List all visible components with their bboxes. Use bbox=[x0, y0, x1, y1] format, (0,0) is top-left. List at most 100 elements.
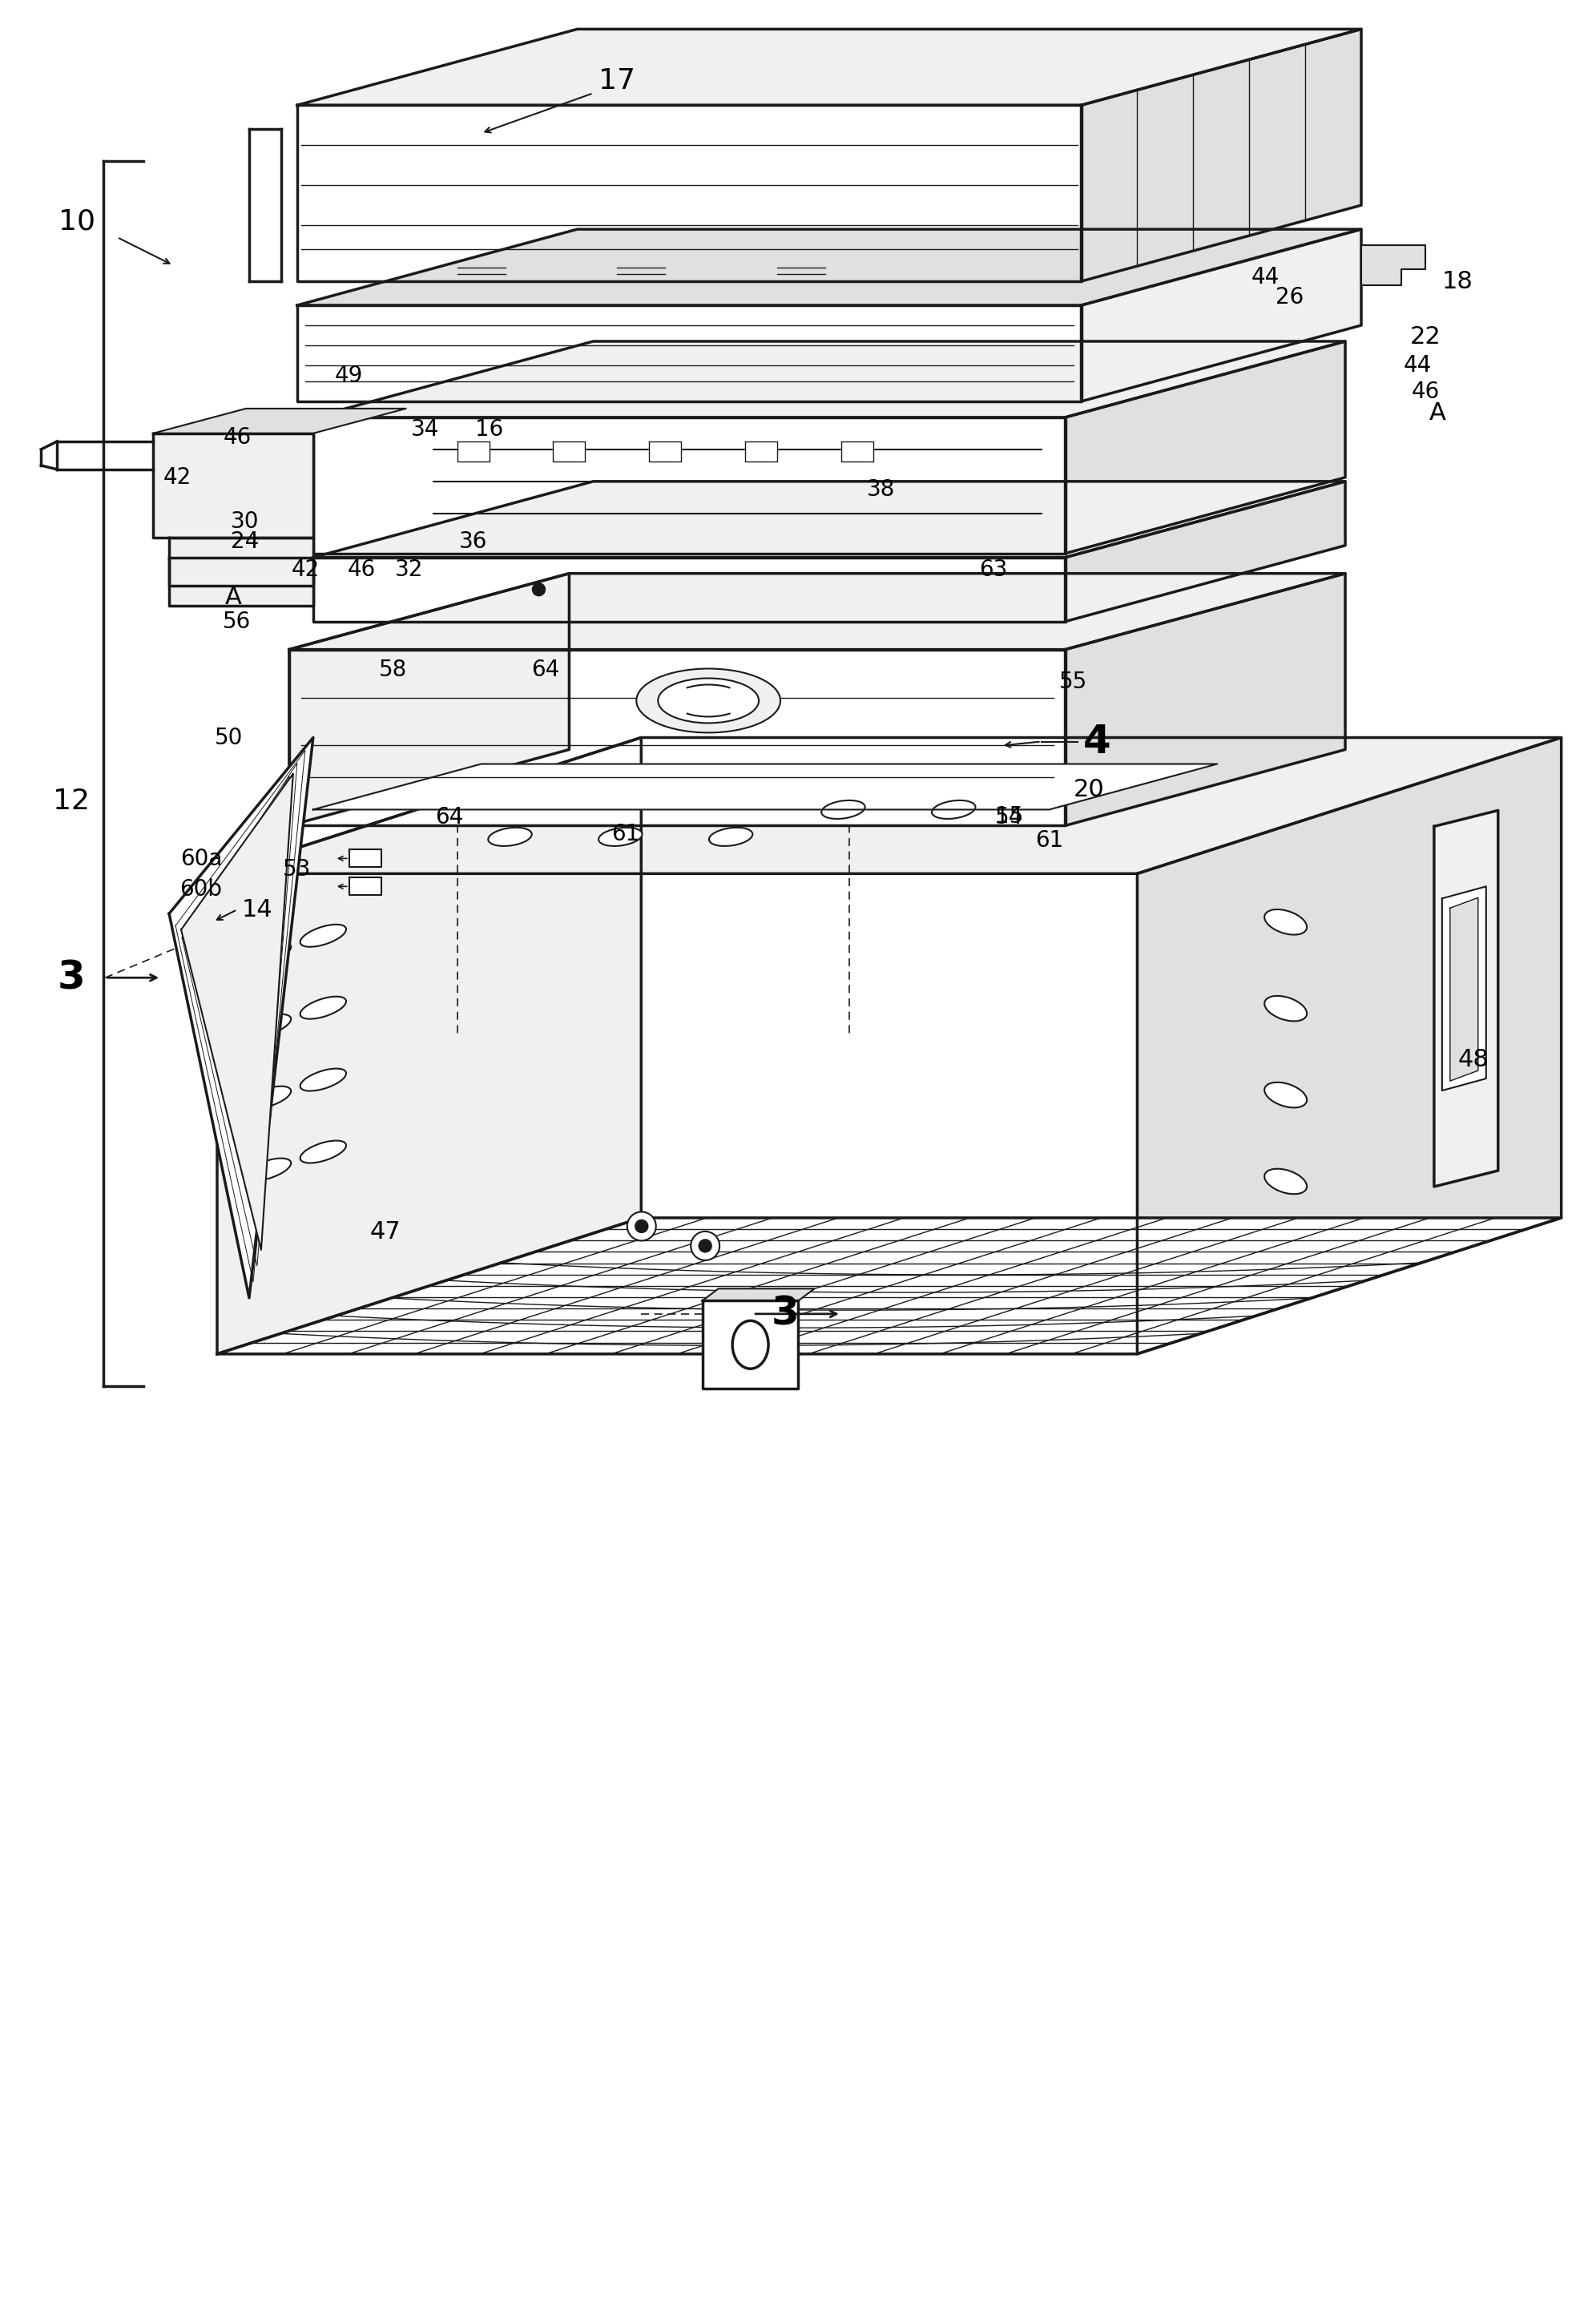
Text: 16: 16 bbox=[476, 417, 503, 440]
Text: 48: 48 bbox=[1457, 1048, 1489, 1071]
Polygon shape bbox=[297, 229, 1361, 306]
Polygon shape bbox=[313, 482, 1345, 556]
Text: 12: 12 bbox=[53, 788, 89, 816]
Polygon shape bbox=[313, 341, 1345, 417]
Text: 44: 44 bbox=[1251, 267, 1280, 287]
Text: 34: 34 bbox=[412, 417, 439, 440]
Text: 60a: 60a bbox=[180, 848, 222, 872]
Text: 55: 55 bbox=[1060, 670, 1087, 693]
Text: 63: 63 bbox=[978, 559, 1007, 582]
Polygon shape bbox=[217, 1217, 1561, 1354]
Polygon shape bbox=[289, 649, 1065, 825]
Polygon shape bbox=[313, 417, 1065, 554]
Ellipse shape bbox=[1264, 1168, 1307, 1194]
Polygon shape bbox=[297, 104, 1080, 280]
Text: 14: 14 bbox=[241, 897, 273, 920]
Ellipse shape bbox=[733, 1321, 768, 1368]
Polygon shape bbox=[297, 306, 1080, 401]
Ellipse shape bbox=[300, 925, 346, 946]
Text: 26: 26 bbox=[1275, 285, 1304, 308]
Polygon shape bbox=[297, 30, 1361, 104]
Text: 46: 46 bbox=[223, 427, 251, 450]
Text: 49: 49 bbox=[335, 364, 364, 387]
Text: 58: 58 bbox=[378, 658, 407, 681]
Polygon shape bbox=[289, 573, 570, 825]
Polygon shape bbox=[1443, 885, 1486, 1089]
Ellipse shape bbox=[1264, 997, 1307, 1022]
Ellipse shape bbox=[822, 800, 865, 818]
Circle shape bbox=[627, 1212, 656, 1240]
Text: 22: 22 bbox=[1409, 327, 1441, 350]
Text: 44: 44 bbox=[1403, 355, 1432, 376]
Text: 3: 3 bbox=[771, 1296, 800, 1333]
Polygon shape bbox=[289, 573, 1345, 649]
Ellipse shape bbox=[1264, 1083, 1307, 1108]
Ellipse shape bbox=[300, 997, 346, 1020]
Text: 46: 46 bbox=[346, 559, 375, 582]
Polygon shape bbox=[1065, 482, 1345, 621]
Polygon shape bbox=[1138, 737, 1561, 1354]
Ellipse shape bbox=[246, 941, 290, 964]
Text: 42: 42 bbox=[163, 466, 192, 489]
Ellipse shape bbox=[246, 1087, 290, 1108]
Polygon shape bbox=[1065, 341, 1345, 554]
Text: 53: 53 bbox=[282, 858, 311, 881]
Text: 20: 20 bbox=[1074, 779, 1104, 802]
Ellipse shape bbox=[488, 828, 531, 846]
Polygon shape bbox=[1451, 897, 1478, 1080]
Polygon shape bbox=[350, 879, 381, 895]
Ellipse shape bbox=[709, 828, 753, 846]
Text: 30: 30 bbox=[231, 510, 260, 533]
Polygon shape bbox=[350, 851, 381, 867]
Polygon shape bbox=[313, 556, 1065, 621]
Circle shape bbox=[691, 1231, 720, 1261]
Text: 54: 54 bbox=[994, 807, 1023, 830]
Polygon shape bbox=[650, 440, 681, 461]
Polygon shape bbox=[1361, 246, 1425, 285]
Text: 42: 42 bbox=[290, 559, 319, 582]
Polygon shape bbox=[1065, 573, 1345, 825]
Text: 17: 17 bbox=[598, 67, 635, 95]
Text: A: A bbox=[225, 586, 241, 610]
Ellipse shape bbox=[246, 1015, 290, 1036]
Polygon shape bbox=[841, 440, 873, 461]
Ellipse shape bbox=[1264, 909, 1307, 934]
Polygon shape bbox=[1080, 30, 1361, 280]
Ellipse shape bbox=[637, 668, 780, 732]
Text: 56: 56 bbox=[223, 610, 251, 633]
Polygon shape bbox=[217, 737, 1561, 874]
Text: A: A bbox=[1428, 401, 1446, 424]
Polygon shape bbox=[456, 440, 488, 461]
Text: 18: 18 bbox=[1441, 269, 1473, 292]
Polygon shape bbox=[217, 737, 642, 1354]
Text: 64: 64 bbox=[531, 658, 559, 681]
Polygon shape bbox=[313, 765, 1218, 809]
Text: 24: 24 bbox=[231, 531, 259, 552]
Text: 38: 38 bbox=[867, 478, 895, 501]
Text: 4: 4 bbox=[1084, 723, 1111, 760]
Circle shape bbox=[533, 584, 546, 596]
Polygon shape bbox=[153, 408, 405, 433]
Polygon shape bbox=[169, 538, 313, 586]
Text: 47: 47 bbox=[370, 1219, 401, 1242]
Ellipse shape bbox=[932, 800, 975, 818]
Text: 61: 61 bbox=[611, 823, 640, 846]
Polygon shape bbox=[1435, 811, 1499, 1187]
Ellipse shape bbox=[300, 1069, 346, 1092]
Circle shape bbox=[635, 1219, 648, 1233]
Ellipse shape bbox=[658, 679, 758, 723]
Text: 32: 32 bbox=[394, 559, 423, 582]
Text: 61: 61 bbox=[1036, 830, 1063, 851]
Ellipse shape bbox=[300, 1140, 346, 1164]
Ellipse shape bbox=[598, 828, 642, 846]
Polygon shape bbox=[169, 556, 313, 605]
Circle shape bbox=[699, 1240, 712, 1252]
Text: 46: 46 bbox=[1411, 380, 1440, 403]
Text: 64: 64 bbox=[436, 807, 463, 830]
Text: 50: 50 bbox=[215, 726, 243, 749]
Polygon shape bbox=[702, 1300, 798, 1388]
Polygon shape bbox=[153, 433, 313, 538]
Polygon shape bbox=[169, 737, 313, 1298]
Polygon shape bbox=[1080, 229, 1361, 401]
Polygon shape bbox=[702, 1289, 814, 1300]
